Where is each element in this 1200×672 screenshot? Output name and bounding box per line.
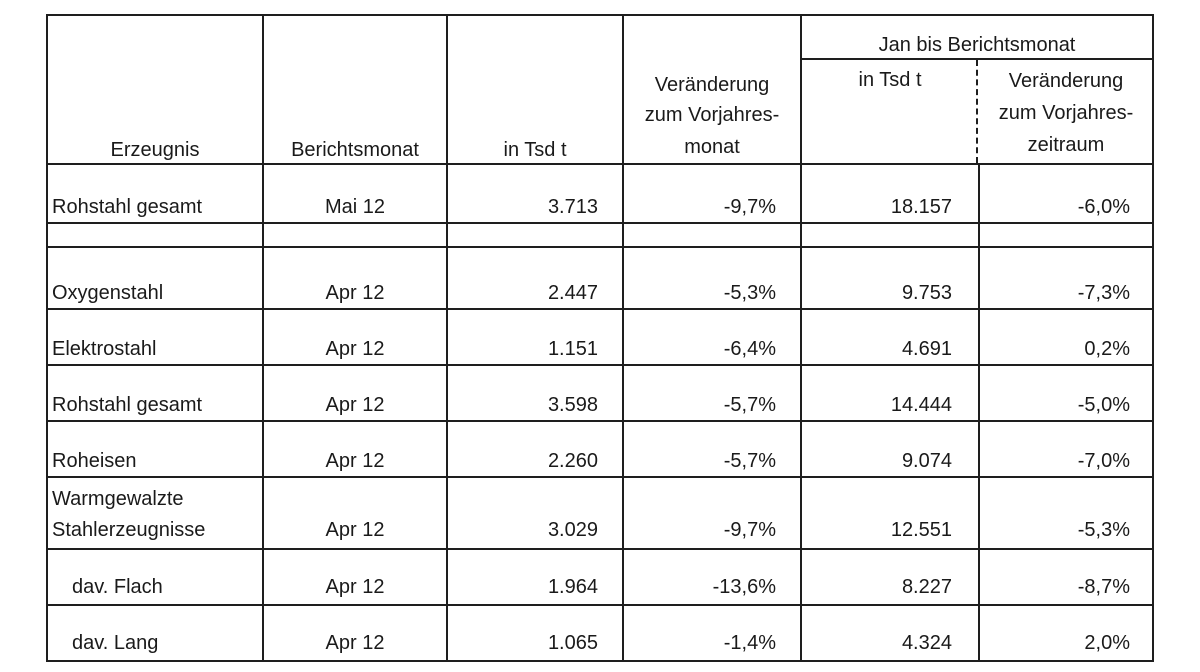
header-change-period-line-1: Veränderung xyxy=(1008,70,1124,92)
column-divider xyxy=(262,14,264,662)
table-row-ytd: 9.074 xyxy=(901,450,952,472)
table-row-month: Apr 12 xyxy=(325,450,385,472)
column-divider xyxy=(622,14,624,662)
table-row-product: Elektrostahl xyxy=(52,338,157,360)
top-row-change: -9,7% xyxy=(723,196,776,218)
table-row-ytd-change: -5,0% xyxy=(1077,394,1130,416)
table-border-bottom xyxy=(46,660,1154,662)
table-row-change: -5,3% xyxy=(723,282,776,304)
table-row-ytd-change: -5,3% xyxy=(1077,519,1130,541)
table-row-month: Apr 12 xyxy=(325,632,385,654)
table-row-change: -13,6% xyxy=(712,576,776,598)
table-row-ytd: 12.551 xyxy=(890,519,952,541)
table-row-ytd: 9.753 xyxy=(901,282,952,304)
row-rule xyxy=(46,364,1154,366)
table-row-change: -9,7% xyxy=(723,519,776,541)
table-row-change: -5,7% xyxy=(723,394,776,416)
table-row-change: -5,7% xyxy=(723,450,776,472)
table-row-month: Apr 12 xyxy=(325,576,385,598)
table-row-change: -6,4% xyxy=(723,338,776,360)
header-ytd-in-tsd-t: in Tsd t xyxy=(858,69,922,91)
table-row-ytd: 8.227 xyxy=(901,576,952,598)
header-change-month-line-3: monat xyxy=(684,136,740,158)
ytd-header-dashed-divider xyxy=(976,60,978,163)
header-change-period-line-2: zum Vorjahres- xyxy=(998,102,1134,124)
row-rule xyxy=(46,604,1154,606)
spacer-rule xyxy=(46,246,1154,248)
table-row-product: dav. Lang xyxy=(72,632,159,654)
table-row-month: Apr 12 xyxy=(325,338,385,360)
header-in-tsd-t: in Tsd t xyxy=(503,139,567,161)
ytd-group-underline xyxy=(800,58,1154,60)
table-row-value: 3.029 xyxy=(547,519,598,541)
table-row-ytd-change: 2,0% xyxy=(1084,632,1130,654)
table-row-month: Apr 12 xyxy=(325,394,385,416)
table-row-product: Roheisen xyxy=(52,450,137,472)
header-change-month-line-2: zum Vorjahres- xyxy=(644,104,780,126)
table-border-right xyxy=(1152,14,1154,662)
top-row-month: Mai 12 xyxy=(324,196,386,218)
table-row-product: Rohstahl gesamt xyxy=(52,394,203,416)
table-row-ytd: 4.324 xyxy=(901,632,952,654)
table-row-product: Oxygenstahl xyxy=(52,282,164,304)
table-row-ytd-change: -7,0% xyxy=(1077,450,1130,472)
table-row-value: 3.598 xyxy=(547,394,598,416)
row-rule xyxy=(46,420,1154,422)
table-row-value: 1.151 xyxy=(547,338,598,360)
header-report-month: Berichtsmonat xyxy=(291,139,419,161)
table-row-value: 2.447 xyxy=(547,282,598,304)
table-row-product: dav. Flach xyxy=(72,576,163,598)
row-rule xyxy=(46,476,1154,478)
table-row-ytd: 4.691 xyxy=(901,338,952,360)
table-row-ytd-change: -8,7% xyxy=(1077,576,1130,598)
header-product: Erzeugnis xyxy=(110,139,200,161)
table-row-month: Apr 12 xyxy=(325,519,385,541)
table-row-product-line-1: Warmgewalzte xyxy=(52,488,184,510)
table-row-month: Apr 12 xyxy=(325,282,385,304)
row-rule xyxy=(46,222,1154,224)
top-row-ytd: 18.157 xyxy=(890,196,952,218)
top-row-ytd-change: -6,0% xyxy=(1077,196,1130,218)
header-change-period-line-3: zeitraum xyxy=(1027,134,1105,156)
table-row-ytd-change: 0,2% xyxy=(1084,338,1130,360)
table-border-left xyxy=(46,14,48,662)
top-row-product: Rohstahl gesamt xyxy=(52,196,203,218)
column-divider xyxy=(978,163,980,662)
column-divider xyxy=(800,14,802,662)
table-row-value: 2.260 xyxy=(547,450,598,472)
row-rule xyxy=(46,548,1154,550)
table-border-top xyxy=(46,14,1154,16)
header-change-month-line-1: Veränderung xyxy=(654,74,770,96)
row-rule xyxy=(46,308,1154,310)
table-row-change: -1,4% xyxy=(723,632,776,654)
header-bottom-rule xyxy=(46,163,1154,165)
table-row-product-line-2: Stahlerzeugnisse xyxy=(52,519,206,541)
table-row-value: 1.065 xyxy=(547,632,598,654)
column-divider xyxy=(446,14,448,662)
header-ytd-group: Jan bis Berichtsmonat xyxy=(878,34,1076,56)
table-row-ytd: 14.444 xyxy=(890,394,952,416)
table-row-value: 1.964 xyxy=(547,576,598,598)
top-row-value: 3.713 xyxy=(547,196,598,218)
table-row-ytd-change: -7,3% xyxy=(1077,282,1130,304)
